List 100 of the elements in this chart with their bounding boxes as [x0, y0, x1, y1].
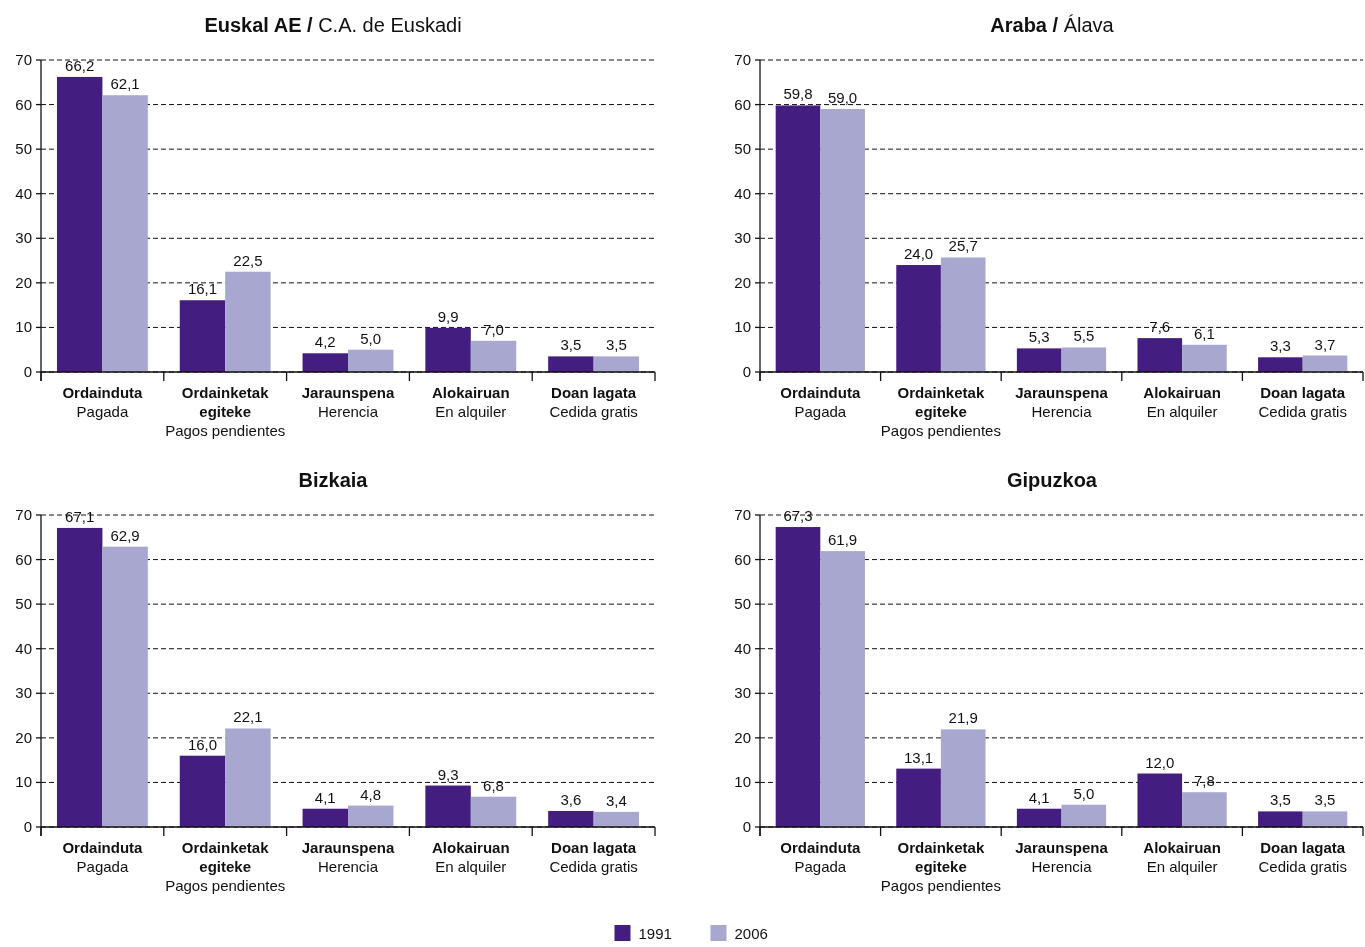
data-label: 21,9 — [948, 709, 978, 727]
bar — [302, 353, 348, 372]
bar — [56, 527, 103, 827]
x-tick-label: Jaraunspena Herencia — [1015, 839, 1109, 875]
y-tick-label: 30 — [15, 684, 32, 702]
y-tick-label: 50 — [734, 595, 751, 613]
x-tick-label: Doan lagata Cedida gratis — [549, 839, 638, 875]
data-label: 59,0 — [828, 89, 858, 107]
bar — [1061, 347, 1107, 372]
data-label: 61,9 — [828, 531, 858, 549]
x-tick-label: Ordainduta Pagada — [62, 839, 144, 875]
bar — [1016, 348, 1062, 372]
data-label: 12,0 — [1145, 753, 1175, 771]
bar — [225, 271, 271, 372]
y-tick-label: 40 — [734, 639, 751, 657]
bar — [425, 785, 471, 827]
legend-label: 2006 — [734, 925, 768, 942]
bar — [102, 95, 148, 372]
y-tick-label: 70 — [15, 506, 32, 523]
data-label: 67,1 — [65, 507, 95, 525]
data-label: 3,5 — [605, 336, 627, 354]
data-label: 3,5 — [1269, 791, 1291, 809]
x-tick-label: Alokairuan En alquiler — [1143, 384, 1221, 420]
data-label: 3,5 — [560, 336, 582, 354]
y-tick-label: 60 — [734, 95, 751, 113]
bar — [820, 109, 865, 372]
data-label: 4,8 — [360, 785, 382, 803]
data-label: 3,6 — [560, 790, 582, 808]
bar — [548, 356, 594, 372]
x-tick-label: Ordainketak egiteke Pagos pendientes — [880, 839, 1001, 894]
data-label: 24,0 — [903, 245, 934, 263]
bar — [56, 76, 103, 372]
y-tick-label: 0 — [742, 818, 751, 835]
data-label: 6,1 — [1193, 324, 1215, 342]
bar — [1302, 811, 1348, 827]
data-label: 66,2 — [65, 56, 95, 74]
x-tick-label: Alokairuan En alquiler — [432, 384, 510, 420]
chart-title: Gipuzkoa — [1006, 469, 1098, 491]
data-label: 9,9 — [437, 307, 459, 325]
y-tick-label: 40 — [734, 184, 751, 202]
bar — [896, 265, 941, 372]
bar — [470, 340, 517, 372]
y-tick-label: 20 — [15, 273, 32, 291]
data-label: 5,0 — [360, 329, 382, 347]
bar — [1182, 792, 1227, 827]
bar — [225, 728, 271, 827]
bar — [302, 808, 348, 827]
data-label: 3,5 — [1314, 791, 1336, 809]
y-tick-label: 70 — [15, 51, 32, 68]
x-tick-label: Jaraunspena Herencia — [301, 839, 395, 875]
y-tick-label: 60 — [15, 95, 32, 113]
x-tick-label: Alokairuan En alquiler — [432, 839, 510, 875]
bar — [593, 356, 640, 372]
y-tick-label: 10 — [734, 318, 751, 336]
bar — [775, 527, 821, 827]
data-label: 67,3 — [783, 507, 813, 525]
y-tick-label: 40 — [15, 639, 32, 657]
y-tick-label: 10 — [734, 773, 751, 791]
bar — [896, 768, 941, 827]
data-label: 5,3 — [1028, 328, 1050, 346]
y-tick-label: 70 — [734, 506, 751, 523]
bar — [593, 811, 640, 827]
bar — [179, 755, 226, 827]
y-tick-label: 30 — [734, 684, 751, 702]
data-label: 3,3 — [1269, 337, 1291, 355]
x-tick-label: Jaraunspena Herencia — [301, 384, 395, 420]
bar — [1258, 811, 1303, 827]
bar — [1016, 808, 1062, 827]
bar — [1137, 338, 1183, 372]
data-label: 5,5 — [1073, 327, 1095, 345]
data-label: 62,9 — [110, 526, 140, 544]
x-tick-label: Doan lagata Cedida gratis — [549, 384, 638, 420]
bar — [348, 805, 394, 827]
chart-title: Euskal AE / C.A. de Euskadi — [204, 14, 462, 36]
bar — [940, 729, 986, 827]
data-label: 22,5 — [233, 251, 263, 269]
x-tick-label: Ordainduta Pagada — [62, 384, 144, 420]
bar — [940, 257, 986, 372]
x-tick-label: Ordainduta Pagada — [780, 839, 861, 875]
data-label: 16,0 — [187, 735, 218, 753]
data-label: 3,4 — [605, 791, 627, 809]
chart-title: Bizkaia — [298, 469, 369, 491]
x-tick-label: Ordainketak egiteke Pagos pendientes — [880, 384, 1001, 439]
y-tick-label: 70 — [734, 51, 751, 68]
data-label: 4,1 — [1028, 788, 1050, 806]
y-tick-label: 10 — [15, 773, 32, 791]
y-tick-label: 0 — [742, 363, 751, 380]
x-tick-label: Ordainketak egiteke Pagos pendientes — [165, 839, 286, 894]
y-tick-label: 20 — [734, 273, 751, 291]
bar — [102, 546, 148, 827]
bar — [548, 810, 594, 827]
data-label: 22,1 — [233, 708, 263, 726]
bar — [425, 327, 471, 372]
bar — [1061, 804, 1107, 827]
x-tick-label: Alokairuan En alquiler — [1143, 839, 1221, 875]
data-label: 16,1 — [187, 280, 218, 298]
x-tick-label: Ordainketak egiteke Pagos pendientes — [165, 384, 286, 439]
x-tick-label: Ordainduta Pagada — [780, 384, 861, 420]
y-tick-label: 0 — [23, 818, 32, 835]
x-tick-label: Jaraunspena Herencia — [1015, 384, 1109, 420]
